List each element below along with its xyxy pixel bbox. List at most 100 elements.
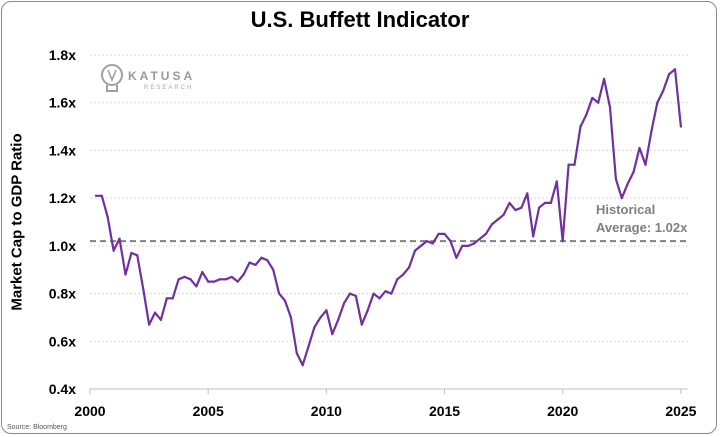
data-point <box>266 259 269 262</box>
data-point <box>407 266 411 269</box>
y-tick-label: 0.4x <box>49 381 76 397</box>
data-point <box>307 344 310 348</box>
data-point <box>402 273 405 276</box>
data-point <box>419 244 423 247</box>
data-point <box>520 206 523 209</box>
data-point <box>360 323 363 326</box>
x-tick-label: 2025 <box>665 403 696 419</box>
grid-lines <box>90 54 688 390</box>
data-point <box>272 268 275 271</box>
data-point <box>602 77 606 80</box>
data-point <box>390 292 393 295</box>
data-point <box>656 101 659 104</box>
data-point <box>413 249 417 252</box>
data-point <box>248 261 251 264</box>
data-point <box>679 125 683 128</box>
data-point <box>325 309 328 312</box>
y-tick-label: 1.2x <box>49 190 76 206</box>
data-point <box>201 271 204 274</box>
historical-average-label-line2: Average: 1.02x <box>596 220 688 235</box>
data-point <box>342 302 346 305</box>
data-point <box>662 89 665 92</box>
y-tick-label: 0.6x <box>49 333 76 349</box>
x-tick-label: 2000 <box>74 403 105 419</box>
data-point <box>508 201 511 205</box>
x-tick-label: 2005 <box>193 403 224 419</box>
data-point <box>283 299 287 302</box>
data-point <box>289 316 293 319</box>
data-point <box>295 352 298 355</box>
data-point <box>667 72 671 76</box>
data-point <box>585 113 588 116</box>
series-layer <box>94 68 683 367</box>
y-tick-label: 1.6x <box>49 95 76 111</box>
data-point <box>614 177 618 181</box>
data-point <box>431 242 434 245</box>
data-point <box>543 201 547 205</box>
data-point <box>632 170 635 173</box>
chart-title: U.S. Buffett Indicator <box>250 7 470 32</box>
data-point <box>650 130 653 133</box>
data-point <box>526 192 529 195</box>
data-point <box>106 216 109 219</box>
data-point <box>384 290 387 293</box>
x-tick-labels: 2000 2005 2010 2015 2020 2025 <box>74 403 696 419</box>
data-point <box>136 254 139 257</box>
data-point <box>177 278 180 281</box>
data-point <box>260 256 263 259</box>
data-point <box>242 273 245 276</box>
data-point <box>555 180 558 183</box>
data-point <box>277 292 281 295</box>
data-point <box>230 275 233 278</box>
logo-sub: RESEARCH <box>144 85 193 91</box>
data-point <box>449 239 452 243</box>
data-point <box>153 311 157 314</box>
data-point <box>183 275 186 278</box>
y-tick-labels: 0.4x 0.6x 0.8x 1.0x 1.2x 1.4x 1.6x 1.8x <box>49 47 76 397</box>
data-point <box>165 297 168 300</box>
data-point <box>337 318 340 321</box>
data-point <box>236 280 239 283</box>
data-point <box>195 285 198 288</box>
data-point <box>467 244 470 247</box>
data-point <box>490 223 493 226</box>
x-tick-label: 2015 <box>429 403 460 419</box>
data-point <box>224 278 228 281</box>
data-point <box>147 323 151 326</box>
data-point <box>354 294 358 298</box>
data-point <box>207 280 210 283</box>
y-tick-label: 1.8x <box>49 47 76 63</box>
data-point <box>378 297 381 300</box>
data-point <box>112 249 115 252</box>
data-point <box>142 287 145 290</box>
data-point <box>118 237 121 240</box>
data-point <box>254 263 257 267</box>
data-point <box>673 68 677 71</box>
data-point <box>561 239 564 243</box>
data-point <box>644 163 647 166</box>
data-point <box>425 239 428 243</box>
data-point <box>100 194 103 197</box>
data-point <box>532 235 535 238</box>
data-point <box>455 256 458 259</box>
x-tick-label: 2010 <box>311 403 342 419</box>
data-point <box>348 292 352 295</box>
data-point <box>443 232 446 236</box>
data-point <box>638 146 641 150</box>
data-point <box>331 333 334 336</box>
historical-average-label-line1: Historical <box>596 202 655 217</box>
data-point <box>461 244 464 247</box>
data-point <box>620 197 623 200</box>
data-point <box>549 201 553 205</box>
data-point <box>514 208 517 212</box>
data-point <box>319 316 322 319</box>
data-point <box>573 163 576 166</box>
x-axis-tick-marks <box>89 389 682 394</box>
data-point <box>313 325 316 329</box>
data-point <box>218 278 222 281</box>
data-point <box>130 251 133 255</box>
data-point <box>608 106 612 109</box>
data-point <box>301 364 304 367</box>
